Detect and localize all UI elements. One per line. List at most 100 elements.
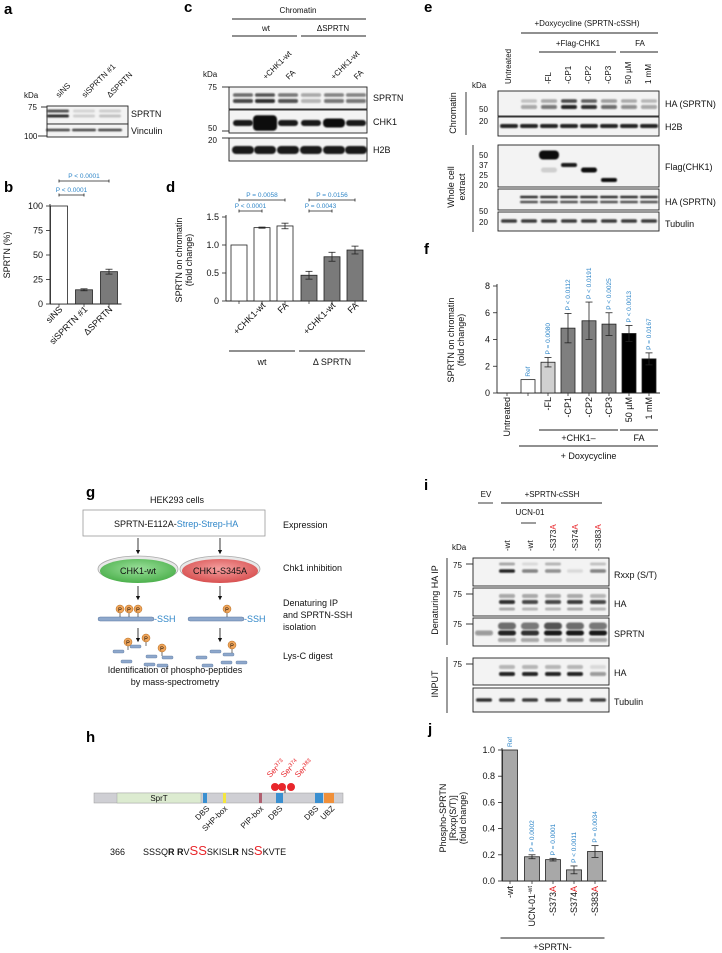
p-value-label: P = 0.0080 xyxy=(545,323,552,355)
p-value-label: P < 0.0001 xyxy=(235,203,267,210)
category-name: -S374 xyxy=(569,892,579,916)
band xyxy=(300,146,322,154)
domain-dbs xyxy=(315,793,323,803)
p-value-label: P = 0.0167 xyxy=(646,318,653,350)
sequence-part: SSSQ xyxy=(143,847,168,857)
motif-pip-box xyxy=(259,793,262,803)
peptide xyxy=(112,649,125,654)
band xyxy=(581,105,597,109)
band xyxy=(567,665,583,669)
band xyxy=(521,105,537,109)
subgroup-label: +Flag-CHK1 xyxy=(556,39,601,48)
band xyxy=(590,569,606,573)
band xyxy=(641,105,657,109)
peptide xyxy=(156,663,169,668)
lane-label: 50 µM xyxy=(624,61,633,84)
peptide xyxy=(195,655,208,660)
peptide xyxy=(129,644,142,649)
x-tick-label: -CP1 xyxy=(563,397,573,418)
band xyxy=(567,600,583,604)
marker-label: 100 xyxy=(24,132,38,141)
phospho-icon xyxy=(133,604,143,614)
x-tick-label: siNS xyxy=(44,304,65,325)
panel-label-h: h xyxy=(86,729,95,746)
group-label: Δ SPRTN xyxy=(313,357,351,367)
phospho-site-icon xyxy=(271,783,279,791)
blot-a-sprtn xyxy=(46,105,129,125)
marker-label: 50 xyxy=(479,207,488,216)
peptide xyxy=(145,654,158,659)
blot-e-tubulin xyxy=(497,211,660,232)
sequence-part: R xyxy=(168,847,175,857)
sequence-part: R xyxy=(177,847,184,857)
band xyxy=(346,120,366,126)
panel-g: HEK293 cells SPRTN-E112A-Strep-Strep-HA … xyxy=(82,495,352,687)
category-suffix: A xyxy=(590,886,600,892)
bar xyxy=(621,333,637,394)
lane-label: -FL xyxy=(544,71,553,84)
band xyxy=(233,93,253,97)
y-tick-label: 2 xyxy=(485,361,490,371)
band xyxy=(560,195,578,199)
p-value-label: P < 0.0011 xyxy=(571,832,578,863)
blot-label: H2B xyxy=(373,145,391,155)
domain-ubz xyxy=(324,793,334,803)
dish-label: CHK1-S345A xyxy=(193,566,247,576)
feature-label: DBS xyxy=(266,804,284,822)
band xyxy=(522,569,538,573)
lane-label: FA xyxy=(352,68,366,82)
bar xyxy=(545,859,561,882)
band xyxy=(522,665,538,669)
blot-e-ha-chromatin xyxy=(497,90,660,117)
category-name: UCN-01 xyxy=(527,894,537,927)
section-label: Denaturing HA IP xyxy=(430,565,440,635)
blot-a-vinculin xyxy=(46,123,129,138)
band xyxy=(72,128,96,132)
y-tick-label: 1.0 xyxy=(482,745,495,755)
band xyxy=(544,638,562,642)
band xyxy=(522,600,538,604)
dish-label: CHK1-wt xyxy=(120,566,157,576)
blot-c-h2b xyxy=(228,137,368,162)
category-name: FA xyxy=(276,300,291,315)
phospho-label: P xyxy=(230,643,234,649)
blot-label: Flag(CHK1) xyxy=(665,162,713,172)
band xyxy=(545,672,561,676)
lane-label: -CP1 xyxy=(564,65,573,84)
peptide xyxy=(161,655,174,660)
band xyxy=(540,195,558,199)
band xyxy=(601,105,617,109)
band xyxy=(499,698,515,702)
group-label: wt xyxy=(257,357,267,367)
blot-i-tubulin xyxy=(472,687,610,713)
phospho-label: P xyxy=(225,607,229,613)
category-name: -wt xyxy=(505,886,515,898)
category-name: -S373 xyxy=(548,892,558,916)
construct-label: SPRTN-E112A-Strep-Strep-HA xyxy=(114,519,238,529)
group-label: + Doxycycline xyxy=(561,451,617,461)
band xyxy=(620,195,638,199)
band xyxy=(640,124,658,128)
band xyxy=(567,569,583,573)
construct-tag: Strep-Strep-HA xyxy=(177,519,239,529)
blot-label: HA (SPRTN) xyxy=(665,99,716,109)
category-name: 1 mM xyxy=(644,397,654,420)
site-number: 374 xyxy=(288,758,299,769)
blot-label: Vinculin xyxy=(131,126,162,136)
blot-label: HA xyxy=(614,599,627,609)
sequence-part: R xyxy=(232,847,239,857)
marker-label: 75 xyxy=(453,620,462,629)
x-tick-label: -S373A xyxy=(548,886,558,916)
peptide xyxy=(222,652,235,657)
lane-label: Untreated xyxy=(504,49,513,84)
blot-frame xyxy=(472,557,610,587)
band xyxy=(589,638,607,642)
band xyxy=(566,638,584,642)
lane-name: -S374 xyxy=(571,529,580,551)
marker-label: 75 xyxy=(453,590,462,599)
bar xyxy=(346,249,364,302)
kda-label: kDa xyxy=(203,70,218,79)
blot-frame xyxy=(497,116,660,137)
section-label-wce: Whole cell xyxy=(446,166,456,208)
peptide xyxy=(220,660,233,665)
